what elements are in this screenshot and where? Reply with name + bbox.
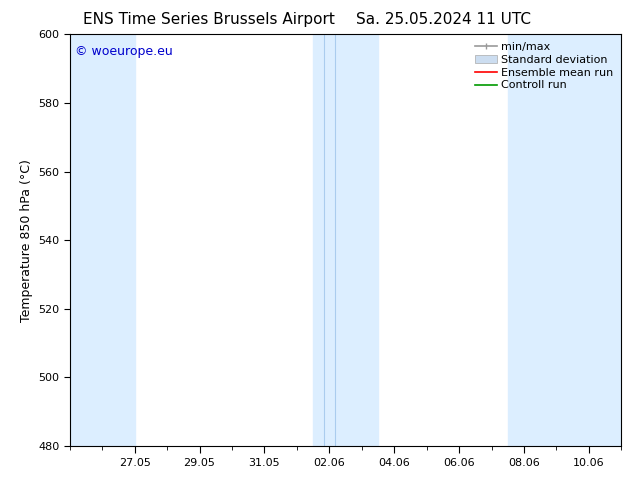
Bar [313,34,378,446]
Legend: min/max, Standard deviation, Ensemble mean run, Controll run: min/max, Standard deviation, Ensemble me… [472,40,616,93]
Text: ENS Time Series Brussels Airport: ENS Time Series Brussels Airport [83,12,335,27]
Bar [508,34,621,446]
Text: © woeurope.eu: © woeurope.eu [75,45,173,58]
Y-axis label: Temperature 850 hPa (°C): Temperature 850 hPa (°C) [20,159,32,321]
Text: Sa. 25.05.2024 11 UTC: Sa. 25.05.2024 11 UTC [356,12,531,27]
Bar [70,34,134,446]
